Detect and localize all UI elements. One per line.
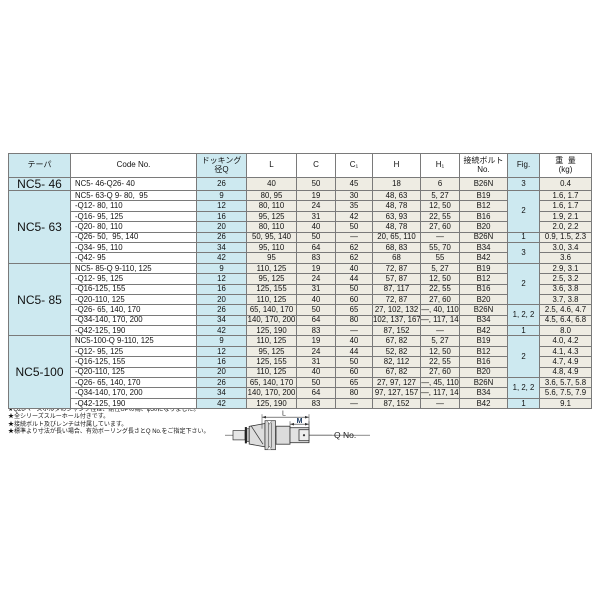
svg-text:L: L [282, 411, 286, 418]
svg-text:M: M [297, 418, 303, 425]
svg-text:Q No.: Q No. [334, 430, 356, 440]
